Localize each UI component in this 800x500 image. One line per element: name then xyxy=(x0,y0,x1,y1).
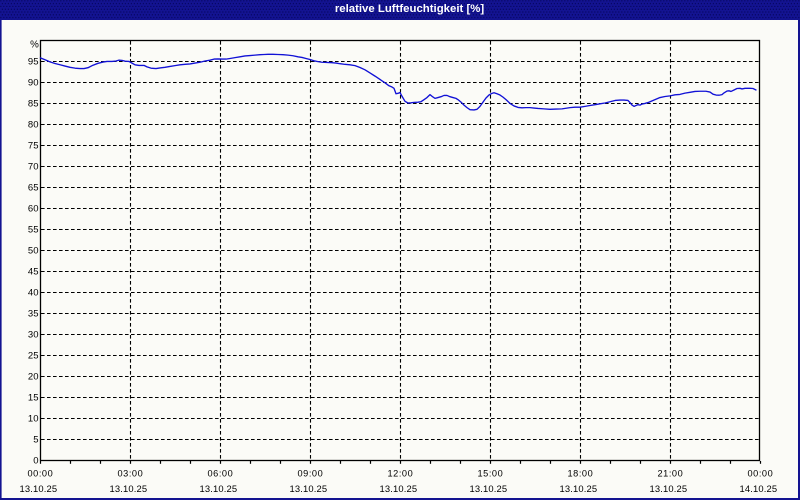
svg-text:13.10.25: 13.10.25 xyxy=(650,483,688,494)
svg-text:%: % xyxy=(30,39,39,50)
svg-text:06:00: 06:00 xyxy=(208,468,234,478)
svg-text:95: 95 xyxy=(28,56,39,67)
svg-text:5: 5 xyxy=(33,434,38,445)
svg-text:20: 20 xyxy=(28,371,39,382)
svg-text:13.10.25: 13.10.25 xyxy=(110,483,148,494)
svg-text:13.10.25: 13.10.25 xyxy=(200,483,238,494)
svg-text:90: 90 xyxy=(28,77,39,88)
svg-text:13.10.25: 13.10.25 xyxy=(560,483,598,494)
svg-text:13.10.25: 13.10.25 xyxy=(290,483,328,494)
svg-text:14.10.25: 14.10.25 xyxy=(740,483,778,494)
svg-text:03:00: 03:00 xyxy=(118,468,144,478)
svg-text:15: 15 xyxy=(28,392,39,403)
svg-text:70: 70 xyxy=(28,161,39,172)
svg-text:relative Luftfeuchtigkeit [%]: relative Luftfeuchtigkeit [%] xyxy=(335,3,485,15)
svg-text:55: 55 xyxy=(28,224,39,235)
svg-text:80: 80 xyxy=(28,119,39,130)
svg-text:13.10.25: 13.10.25 xyxy=(20,483,58,494)
svg-text:13.10.25: 13.10.25 xyxy=(380,483,418,494)
svg-text:0: 0 xyxy=(33,455,38,466)
svg-text:18:00: 18:00 xyxy=(568,468,594,478)
svg-text:00:00: 00:00 xyxy=(28,468,54,478)
svg-text:00:00: 00:00 xyxy=(748,468,774,478)
svg-text:15:00: 15:00 xyxy=(478,468,504,478)
svg-text:35: 35 xyxy=(28,308,39,319)
svg-text:50: 50 xyxy=(28,245,39,256)
svg-text:45: 45 xyxy=(28,266,39,277)
svg-text:25: 25 xyxy=(28,350,39,361)
svg-text:60: 60 xyxy=(28,203,39,214)
svg-text:75: 75 xyxy=(28,140,39,151)
svg-text:30: 30 xyxy=(28,329,39,340)
svg-text:85: 85 xyxy=(28,98,39,109)
svg-text:10: 10 xyxy=(28,413,39,424)
svg-text:21:00: 21:00 xyxy=(658,468,684,478)
svg-text:40: 40 xyxy=(28,287,39,298)
svg-text:09:00: 09:00 xyxy=(298,468,324,478)
svg-text:12:00: 12:00 xyxy=(388,468,414,478)
svg-text:13.10.25: 13.10.25 xyxy=(470,483,508,494)
svg-text:65: 65 xyxy=(28,182,39,193)
